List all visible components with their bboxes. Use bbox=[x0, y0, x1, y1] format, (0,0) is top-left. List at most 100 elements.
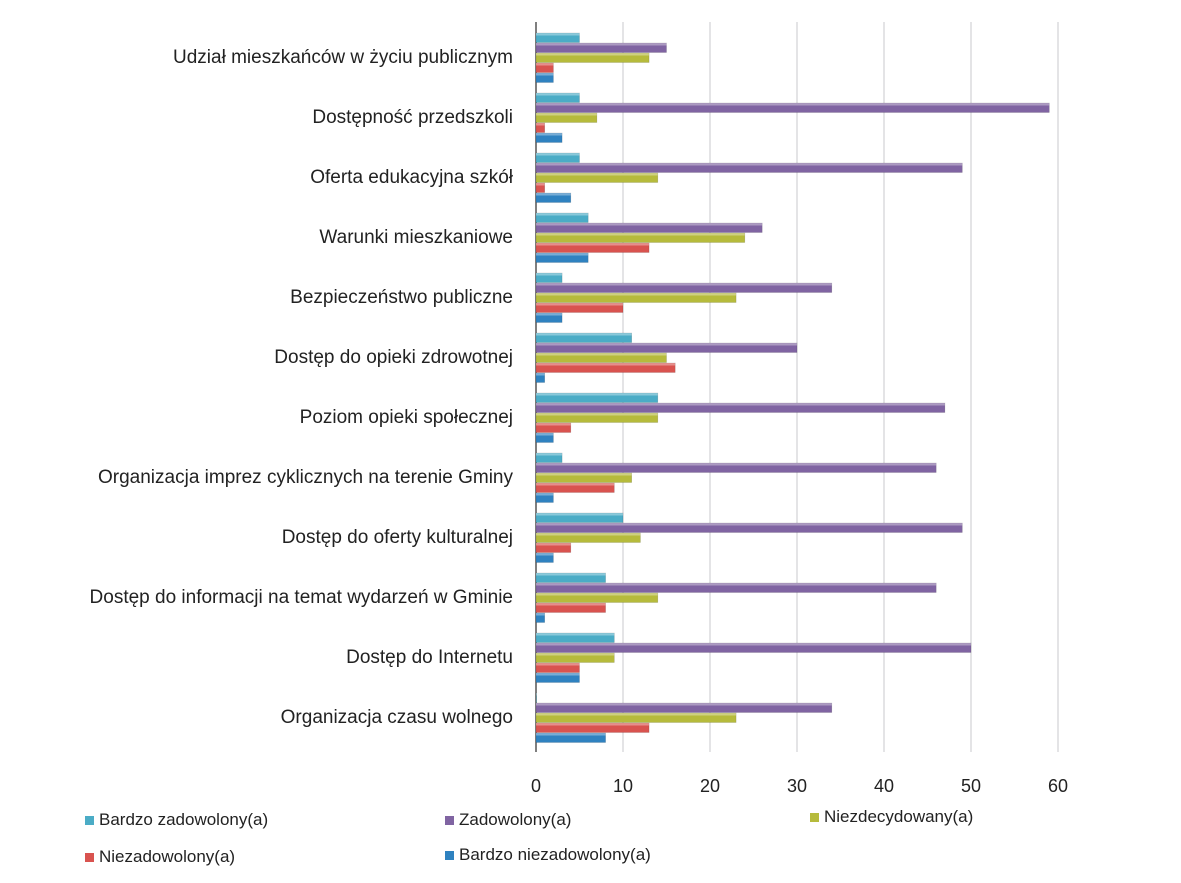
bar bbox=[535, 282, 833, 293]
bar-highlight bbox=[536, 273, 563, 276]
x-tick-label: 50 bbox=[961, 776, 981, 796]
bar bbox=[535, 182, 545, 193]
category-label: Bezpieczeństwo publiczne bbox=[290, 287, 513, 308]
bar bbox=[535, 592, 659, 603]
bar-highlight bbox=[536, 173, 658, 176]
bar bbox=[535, 582, 937, 593]
bar-highlight bbox=[536, 363, 676, 366]
bar bbox=[535, 42, 667, 53]
bar-highlight bbox=[536, 483, 615, 486]
gridlines bbox=[535, 22, 1059, 752]
bar bbox=[535, 312, 563, 323]
legend-label: Niezadowolony(a) bbox=[99, 847, 235, 866]
bar bbox=[535, 52, 650, 63]
legend-label: Niezdecydowany(a) bbox=[824, 807, 973, 826]
category-label: Warunki mieszkaniowe bbox=[319, 227, 513, 248]
category-label: Oferta edukacyjna szkół bbox=[310, 167, 514, 188]
bar bbox=[535, 162, 963, 173]
bar bbox=[535, 732, 606, 743]
bar bbox=[535, 692, 537, 703]
category-label: Organizacja czasu wolnego bbox=[281, 707, 513, 728]
bar bbox=[535, 462, 937, 473]
bar-highlight bbox=[536, 433, 554, 436]
legend-label: Bardzo niezadowolony(a) bbox=[459, 845, 651, 864]
legend-label: Bardzo zadowolony(a) bbox=[99, 810, 268, 829]
bar bbox=[535, 652, 615, 663]
bar-highlight bbox=[536, 223, 763, 226]
bar-highlight bbox=[536, 703, 832, 706]
bar-highlight bbox=[536, 543, 571, 546]
bar-highlight bbox=[536, 423, 571, 426]
bar-highlight bbox=[536, 673, 580, 676]
x-tick-label: 30 bbox=[787, 776, 807, 796]
category-label: Organizacja imprez cyklicznych na tereni… bbox=[98, 467, 513, 488]
category-label: Poziom opieki społecznej bbox=[300, 407, 513, 428]
bar-highlight bbox=[536, 553, 554, 556]
bar-highlight bbox=[536, 73, 554, 76]
bar-highlight bbox=[536, 583, 937, 586]
bar bbox=[535, 252, 589, 263]
legend-label: Zadowolony(a) bbox=[459, 810, 571, 829]
bar bbox=[535, 642, 972, 653]
category-label: Dostęp do informacji na temat wydarzeń w… bbox=[90, 587, 513, 608]
bar bbox=[535, 522, 963, 533]
bar bbox=[535, 492, 554, 503]
bar bbox=[535, 612, 545, 623]
bar bbox=[535, 532, 641, 543]
bar-highlight bbox=[536, 653, 615, 656]
bar-highlight bbox=[536, 603, 606, 606]
bar bbox=[535, 392, 659, 403]
bar bbox=[535, 422, 572, 433]
bar-highlight bbox=[536, 293, 737, 296]
bar bbox=[535, 292, 737, 303]
category-label: Dostęp do oferty kulturalnej bbox=[282, 527, 513, 548]
bar bbox=[535, 702, 833, 713]
bar bbox=[535, 112, 598, 123]
bar bbox=[535, 62, 554, 73]
x-tick-label: 10 bbox=[613, 776, 633, 796]
bar bbox=[535, 172, 659, 183]
bar bbox=[535, 722, 650, 733]
bar-highlight bbox=[536, 633, 615, 636]
bar-highlight bbox=[536, 573, 606, 576]
category-label: Dostęp do opieki zdrowotnej bbox=[274, 347, 513, 368]
bar-highlight bbox=[536, 183, 545, 186]
bar-highlight bbox=[536, 693, 537, 696]
bar-highlight bbox=[536, 133, 563, 136]
bar-highlight bbox=[536, 393, 658, 396]
bar-highlight bbox=[536, 103, 1050, 106]
bar-highlight bbox=[536, 213, 589, 216]
bar bbox=[535, 212, 589, 223]
bar bbox=[535, 402, 946, 413]
bar-highlight bbox=[536, 473, 632, 476]
bar-highlight bbox=[536, 403, 945, 406]
bar-highlight bbox=[536, 733, 606, 736]
bar bbox=[535, 512, 624, 523]
bar bbox=[535, 272, 563, 283]
bar-highlight bbox=[536, 333, 632, 336]
bar bbox=[535, 432, 554, 443]
bar-highlight bbox=[536, 643, 971, 646]
bar-highlight bbox=[536, 723, 650, 726]
bar-highlight bbox=[536, 663, 580, 666]
bar-highlight bbox=[536, 343, 797, 346]
bar bbox=[535, 72, 554, 83]
bar bbox=[535, 92, 580, 103]
legend-swatch bbox=[445, 816, 454, 825]
bar bbox=[535, 372, 545, 383]
bar bbox=[535, 102, 1050, 113]
bar-highlight bbox=[536, 613, 545, 616]
bar-highlight bbox=[536, 493, 554, 496]
bar bbox=[535, 672, 580, 683]
bar-highlight bbox=[536, 233, 745, 236]
bar-highlight bbox=[536, 113, 597, 116]
bar-highlight bbox=[536, 463, 937, 466]
bar-highlight bbox=[536, 193, 571, 196]
category-labels: Udział mieszkańców w życiu publicznym Dos… bbox=[90, 47, 514, 728]
legend-swatch bbox=[85, 816, 94, 825]
x-tick-label: 20 bbox=[700, 776, 720, 796]
bar bbox=[535, 122, 545, 133]
bar-highlight bbox=[536, 153, 580, 156]
bar bbox=[535, 552, 554, 563]
bar bbox=[535, 242, 650, 253]
